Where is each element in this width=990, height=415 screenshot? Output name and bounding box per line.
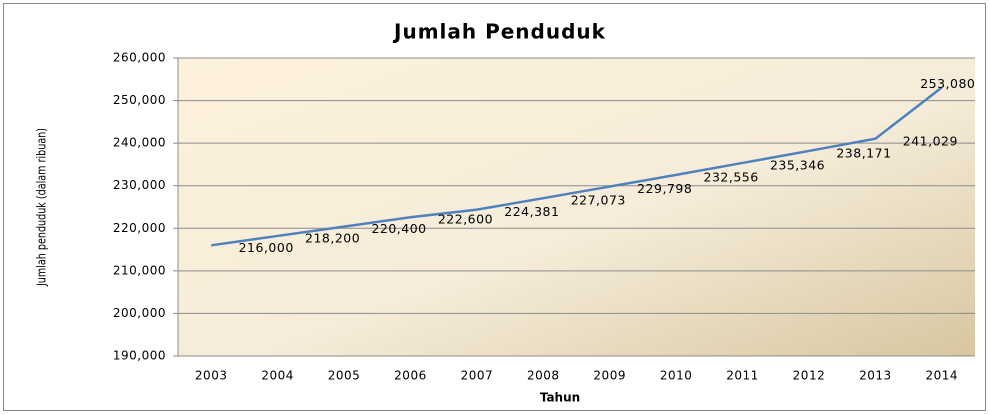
data-label: 218,200 [305,230,360,245]
data-label: 232,556 [704,169,759,184]
y-axis-title: Jumlah penduduk (dalam ribuan) [34,128,48,287]
data-label: 238,171 [836,145,891,160]
x-tick-label: 2011 [726,369,759,383]
data-label: 220,400 [371,221,426,236]
data-label: 235,346 [770,157,825,172]
y-tick-label: 190,000 [113,349,166,363]
x-tick-label: 2010 [660,369,693,383]
data-label: 227,073 [571,193,626,208]
chart-title: Jumlah Penduduk [392,20,606,44]
x-tick-label: 2012 [793,369,826,383]
x-tick-label: 2014 [926,369,959,383]
x-tick-label: 2009 [593,369,626,383]
x-tick-label: 2003 [195,369,228,383]
y-tick-label: 210,000 [113,263,166,277]
y-tick-label: 260,000 [113,51,166,65]
x-tick-label: 2006 [394,369,427,383]
plot-area [178,58,975,356]
x-tick-label: 2013 [859,369,892,383]
data-label: 222,600 [438,212,493,227]
data-label: 229,798 [637,181,692,196]
x-axis-title: Tahun [540,391,580,405]
data-line [211,86,943,247]
x-tick-label: 2008 [527,369,560,383]
data-label: 224,381 [504,204,559,219]
data-label: 216,000 [239,240,294,255]
x-tick-label: 2005 [328,369,361,383]
data-label: 241,029 [903,133,958,148]
y-tick-label: 250,000 [113,93,166,107]
data-label: 253,080 [920,76,975,91]
y-tick-label: 240,000 [113,136,166,150]
y-tick-label: 200,000 [113,306,166,320]
y-tick-label: 220,000 [113,221,166,235]
x-tick-label: 2004 [261,369,294,383]
x-tick-label: 2007 [461,369,494,383]
y-tick-label: 230,000 [113,178,166,192]
